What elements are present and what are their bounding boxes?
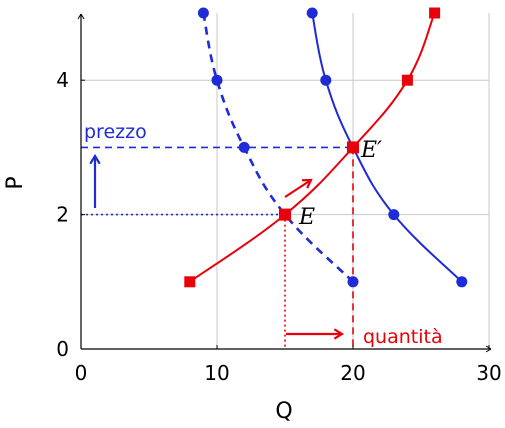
- y-tick-label: 2: [56, 203, 69, 227]
- axes: [77, 13, 492, 353]
- demand-curve-original-point: [197, 7, 209, 19]
- y-tick-label: 4: [56, 68, 69, 92]
- x-tick-label: 0: [75, 361, 88, 385]
- annotations: [89, 153, 345, 340]
- demand-curve-shifted-point: [388, 209, 400, 221]
- movement-arrow-head-icon: [301, 178, 313, 189]
- demand-curve-original-point: [238, 141, 250, 153]
- equilibrium-point: [347, 141, 359, 154]
- x-tick-label: 20: [340, 361, 365, 385]
- demand-curve-shifted-point: [320, 74, 332, 86]
- demand-curve-shifted-point: [456, 276, 468, 288]
- quantity-right-arrow-head-icon: [333, 328, 345, 340]
- equilibrium-point: [279, 208, 291, 221]
- quantity-annotation: quantità: [363, 326, 443, 348]
- price-annotation: prezzo: [84, 121, 147, 143]
- supply-curve-point: [401, 74, 413, 86]
- y-axis-title: P: [3, 176, 28, 189]
- x-tick-label: 30: [476, 361, 501, 385]
- tick-labels: 0 10 20 30 0 2 4: [56, 68, 501, 385]
- y-tick-label: 0: [56, 337, 69, 361]
- supply-curve-point: [184, 276, 196, 288]
- x-tick-label: 10: [204, 361, 229, 385]
- demand-curve-original-point: [347, 276, 359, 288]
- x-axis-title: Q: [275, 399, 292, 424]
- equilibrium-label-e-prime: E′: [360, 138, 382, 163]
- guide-lines: [81, 146, 354, 349]
- price-up-arrow-head-icon: [89, 153, 101, 165]
- series-group: [184, 7, 468, 288]
- demand-curve-original-point: [211, 74, 223, 86]
- supply-curve-point: [429, 7, 441, 19]
- demand-curve-shifted-point: [306, 7, 318, 19]
- y-axis-arrow-icon: [77, 13, 85, 20]
- movement-arrow: [284, 179, 312, 198]
- grid-lines: [81, 13, 490, 349]
- equilibrium-label-e: E: [298, 205, 315, 230]
